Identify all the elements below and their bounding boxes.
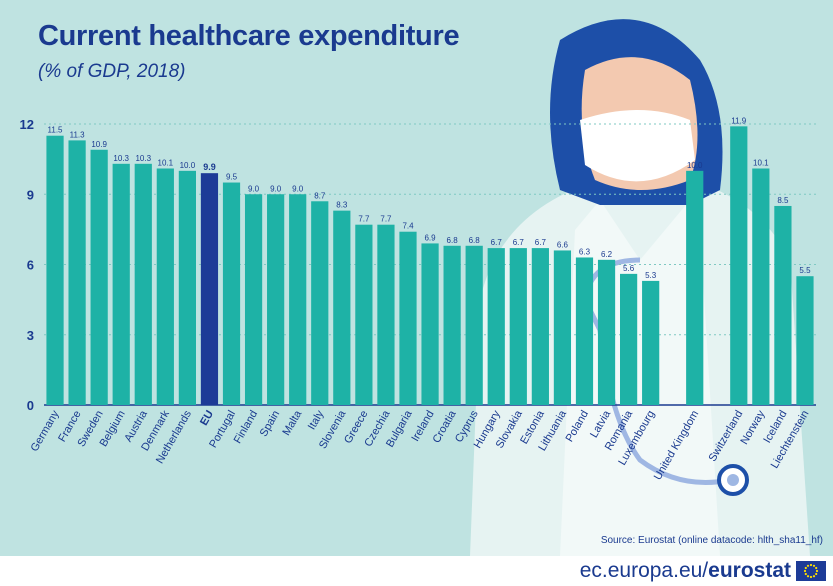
value-label: 6.9 [424,233,436,242]
value-label: 7.7 [358,215,370,224]
bar-netherlands [178,170,196,405]
value-label: 6.3 [579,247,591,256]
bar-sweden [90,149,108,405]
category-label: Germany [29,408,62,454]
bar-latvia [597,259,616,405]
value-label: 6.2 [601,250,613,259]
bar-estonia [531,248,549,405]
source-note: Source: Eurostat (online datacode: hlth_… [600,535,823,546]
category-label: EU [198,408,216,427]
y-tick-label: 9 [27,187,34,202]
bar-romania [620,273,638,405]
value-label: 7.4 [402,222,414,231]
bar-slovenia [333,210,351,405]
bar-slovakia [509,248,527,405]
bar-spain [267,194,285,405]
site-prefix: ec.europa.eu/ [579,559,709,582]
value-label: 6.7 [535,238,547,247]
bar-italy [311,201,329,405]
y-tick-label: 3 [27,328,34,343]
bar-luxembourg [642,280,660,405]
bar-france [68,140,86,405]
bar-croatia [443,245,461,405]
y-tick-label: 0 [27,398,34,413]
category-label: Italy [306,408,327,432]
value-label: 5.3 [645,271,657,280]
bar-hungary [487,248,505,405]
bar-united-kingdom [686,170,704,405]
bar-germany [46,135,64,406]
value-label: 6.6 [557,240,569,249]
value-label: 5.5 [799,266,811,275]
y-tick-label: 12 [20,117,34,132]
value-label: 5.6 [623,264,635,273]
bar-liechtenstein [796,276,814,405]
bar-czechia [377,224,395,405]
bar-greece [355,224,373,405]
value-label: 9.5 [226,173,238,182]
bar-austria [134,163,152,405]
value-label: 6.8 [447,236,459,245]
value-label: 10.1 [753,158,769,167]
bar-cyprus [465,245,483,405]
value-label: 11.9 [731,116,747,125]
bar-finland [244,194,263,405]
value-label: 9.9 [203,162,216,172]
value-label: 9.0 [248,184,260,193]
bar-eu [200,173,219,405]
value-label: 10.0 [180,161,196,170]
footer-bar: ec.europa.eu/eurostat [0,556,833,586]
bar-malta [289,194,307,405]
value-label: 6.7 [513,238,525,247]
bar-iceland [774,205,792,405]
chart-title: Current healthcare expenditure [38,20,460,52]
bar-switzerland [730,126,748,405]
bar-denmark [156,168,174,405]
value-label: 9.0 [292,184,304,193]
category-label: United Kingdom [652,409,702,483]
value-label: 11.3 [70,130,86,139]
eu-flag-icon [796,561,826,581]
value-label: 8.7 [314,191,326,200]
y-tick-label: 6 [27,258,34,273]
bar-belgium [112,163,130,405]
site-brand: eurostat [708,559,791,582]
bar-bulgaria [399,231,417,405]
value-label: 10.3 [113,154,129,163]
value-label: 8.5 [777,196,789,205]
value-label: 10.3 [135,154,151,163]
value-label: 6.8 [469,236,481,245]
value-label: 6.7 [491,238,503,247]
category-label: Malta [280,408,304,438]
bar-ireland [421,243,439,405]
value-label: 10.1 [158,158,174,167]
category-label: Spain [258,409,282,439]
site-url[interactable]: ec.europa.eu/eurostat [580,559,791,583]
bar-lithuania [553,250,572,405]
value-label: 10.0 [687,161,703,170]
bar-poland [575,257,594,405]
value-label: 10.9 [91,140,107,149]
category-label: Switzerland [707,409,746,464]
value-label: 8.3 [336,201,348,210]
bar-portugal [222,182,241,405]
value-label: 9.0 [270,184,282,193]
bar-norway [752,168,770,405]
value-label: 11.5 [48,126,64,135]
value-label: 7.7 [380,215,392,224]
chart-subtitle: (% of GDP, 2018) [38,61,186,82]
